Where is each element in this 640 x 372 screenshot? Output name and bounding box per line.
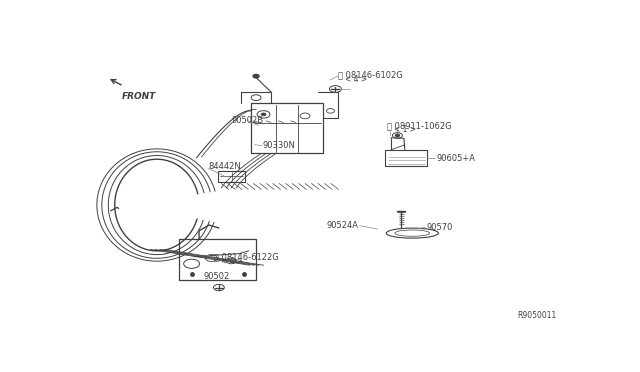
- Text: 84442N: 84442N: [208, 163, 241, 171]
- Text: < 4 >: < 4 >: [221, 257, 243, 266]
- Text: < 4 >: < 4 >: [346, 75, 367, 84]
- Text: 90570: 90570: [426, 223, 452, 232]
- Circle shape: [396, 134, 399, 137]
- Text: Ⓑ 08146-6102G: Ⓑ 08146-6102G: [338, 70, 403, 79]
- Text: 90524A: 90524A: [327, 221, 359, 230]
- Text: ⓝ 08911-1062G: ⓝ 08911-1062G: [387, 121, 451, 130]
- Text: < 1 >: < 1 >: [394, 125, 416, 134]
- Text: R9050011: R9050011: [517, 311, 556, 320]
- Circle shape: [261, 113, 266, 116]
- Text: 90502: 90502: [203, 272, 229, 280]
- Text: FRONT: FRONT: [122, 92, 156, 101]
- Text: 90330N: 90330N: [262, 141, 296, 150]
- Text: Ⓑ 08146-6122G: Ⓑ 08146-6122G: [214, 253, 278, 262]
- Text: 90605+A: 90605+A: [436, 154, 475, 163]
- Text: 90502B: 90502B: [232, 116, 264, 125]
- Circle shape: [253, 74, 259, 78]
